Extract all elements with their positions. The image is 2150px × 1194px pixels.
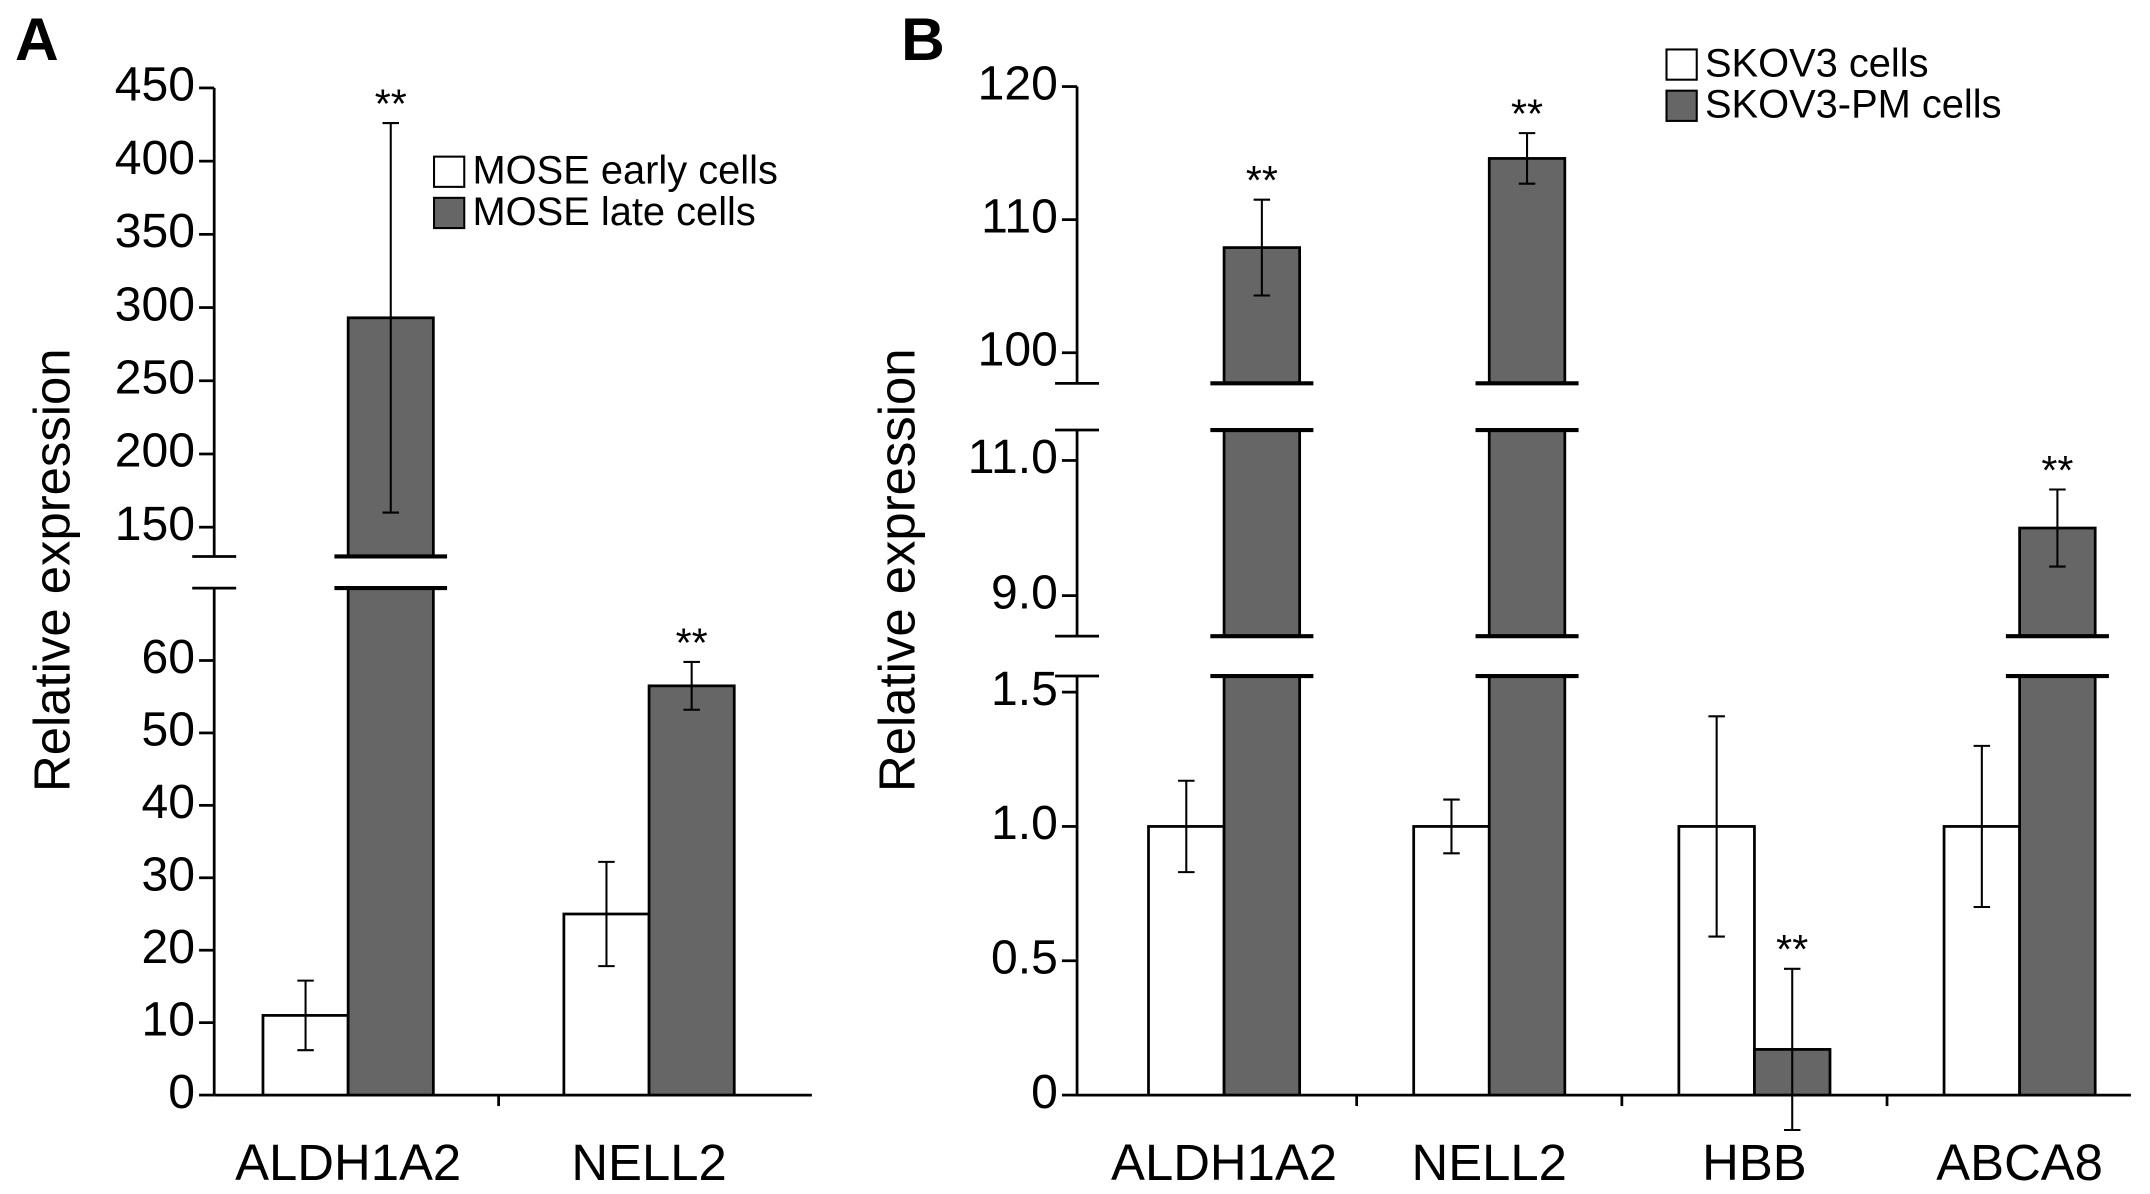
y-tick-label: 1.0	[991, 796, 1058, 850]
bar	[1487, 157, 1567, 385]
panel-label: A	[15, 5, 59, 73]
legend-swatch	[433, 155, 466, 188]
significance-label: **	[1776, 926, 1808, 972]
significance-label: **	[676, 619, 708, 665]
y-tick-label: 110	[981, 189, 1058, 243]
y-tick-label: 250	[115, 350, 195, 404]
bar	[647, 684, 736, 1097]
y-tick-label: 200	[115, 424, 195, 478]
y-tick-label: 0	[1031, 1065, 1058, 1119]
legend-label: SKOV3-PM cells	[1705, 83, 2002, 127]
y-tick-label: 150	[115, 497, 195, 551]
bar	[1412, 825, 1491, 1097]
y-tick-label: 10	[141, 992, 194, 1046]
y-tick-label: 1.5	[991, 662, 1058, 716]
y-tick-label: 0.5	[991, 930, 1058, 984]
y-tick-label: 9.0	[991, 565, 1058, 619]
x-tick-label: ALDH1A2	[1111, 1134, 1337, 1191]
legend-swatch	[433, 196, 466, 230]
significance-label: **	[1511, 91, 1543, 137]
y-tick-label: 20	[141, 920, 194, 974]
y-tick-label: 40	[141, 775, 194, 829]
y-tick-label: 60	[141, 630, 194, 684]
y-tick-label: 400	[115, 131, 195, 185]
legend-label: MOSE early cells	[473, 149, 778, 193]
y-tick-label: 350	[115, 204, 195, 258]
significance-label: **	[1246, 157, 1278, 203]
x-tick-label: HBB	[1702, 1134, 1807, 1191]
y-tick-label: 30	[141, 847, 194, 901]
x-tick-label: NELL2	[571, 1134, 726, 1191]
bar	[1222, 428, 1302, 638]
y-tick-label: 0	[168, 1065, 195, 1119]
legend-swatch	[1665, 48, 1698, 81]
bar	[346, 586, 435, 1097]
y-tick-label: 120	[978, 56, 1058, 110]
bar	[2018, 674, 2097, 1097]
y-tick-label: 100	[978, 322, 1058, 376]
legend-label: MOSE late cells	[473, 190, 756, 234]
bar	[1487, 428, 1567, 638]
y-tick-label: 300	[115, 277, 195, 331]
legend-swatch	[1665, 89, 1698, 122]
y-tick-label: 450	[115, 58, 195, 112]
bar	[1487, 674, 1567, 1097]
y-tick-label: 50	[141, 703, 194, 757]
significance-label: **	[375, 80, 407, 126]
bar	[1222, 674, 1302, 1097]
legend-label: SKOV3 cells	[1705, 41, 1929, 85]
x-tick-label: ABCA8	[1936, 1134, 2103, 1191]
y-axis-label: Relative expression	[24, 348, 81, 792]
y-tick-label: 11.0	[968, 430, 1058, 484]
y-axis-label: Relative expression	[869, 348, 926, 792]
panel-label: B	[901, 5, 945, 73]
x-tick-label: ALDH1A2	[235, 1134, 461, 1191]
x-tick-label: NELL2	[1412, 1134, 1567, 1191]
significance-label: **	[2041, 447, 2073, 493]
